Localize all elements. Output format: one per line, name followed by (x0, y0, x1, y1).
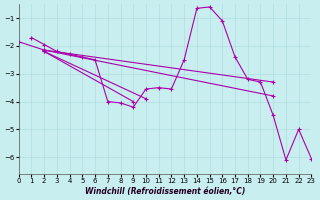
X-axis label: Windchill (Refroidissement éolien,°C): Windchill (Refroidissement éolien,°C) (85, 187, 245, 196)
